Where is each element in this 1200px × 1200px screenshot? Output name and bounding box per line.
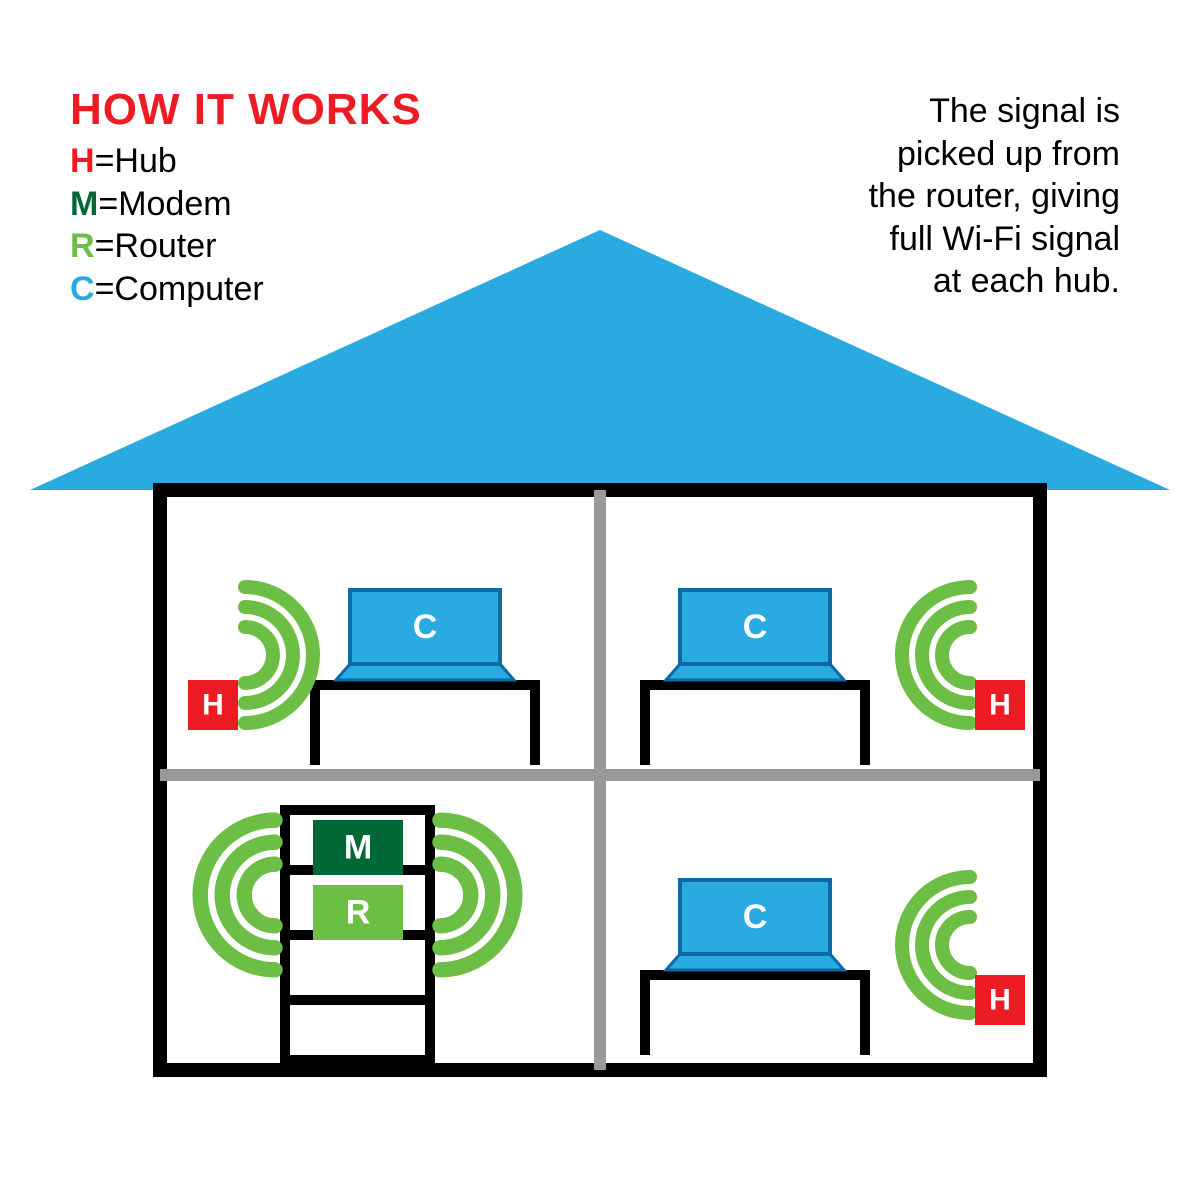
wifi-arc [440, 864, 471, 926]
wifi-arc [942, 917, 970, 973]
roof [30, 230, 1170, 490]
wifi-arc [244, 864, 275, 926]
wifi-icon [245, 587, 313, 723]
modem-label: M [344, 829, 372, 867]
wifi-arc [942, 627, 970, 683]
hub-label: H [989, 984, 1011, 1017]
router-label: R [346, 894, 371, 932]
computer-label: C [743, 608, 768, 646]
table-leg [530, 680, 540, 765]
wifi-icon [200, 820, 275, 970]
wifi-icon [902, 877, 970, 1013]
computer-label: C [743, 898, 768, 936]
table-leg [860, 680, 870, 765]
wifi-icon [440, 820, 515, 970]
computer-label: C [413, 608, 438, 646]
table-leg [860, 970, 870, 1055]
table-leg [310, 680, 320, 765]
computer-base [666, 664, 844, 680]
hub-label: H [202, 689, 224, 722]
table-leg [640, 970, 650, 1055]
house-diagram: C H C H MR C H [0, 0, 1200, 1200]
hub-label: H [989, 689, 1011, 722]
wifi-icon [902, 587, 970, 723]
computer-base [666, 954, 844, 970]
table-leg [640, 680, 650, 765]
wifi-arc [245, 627, 273, 683]
computer-base [336, 664, 514, 680]
